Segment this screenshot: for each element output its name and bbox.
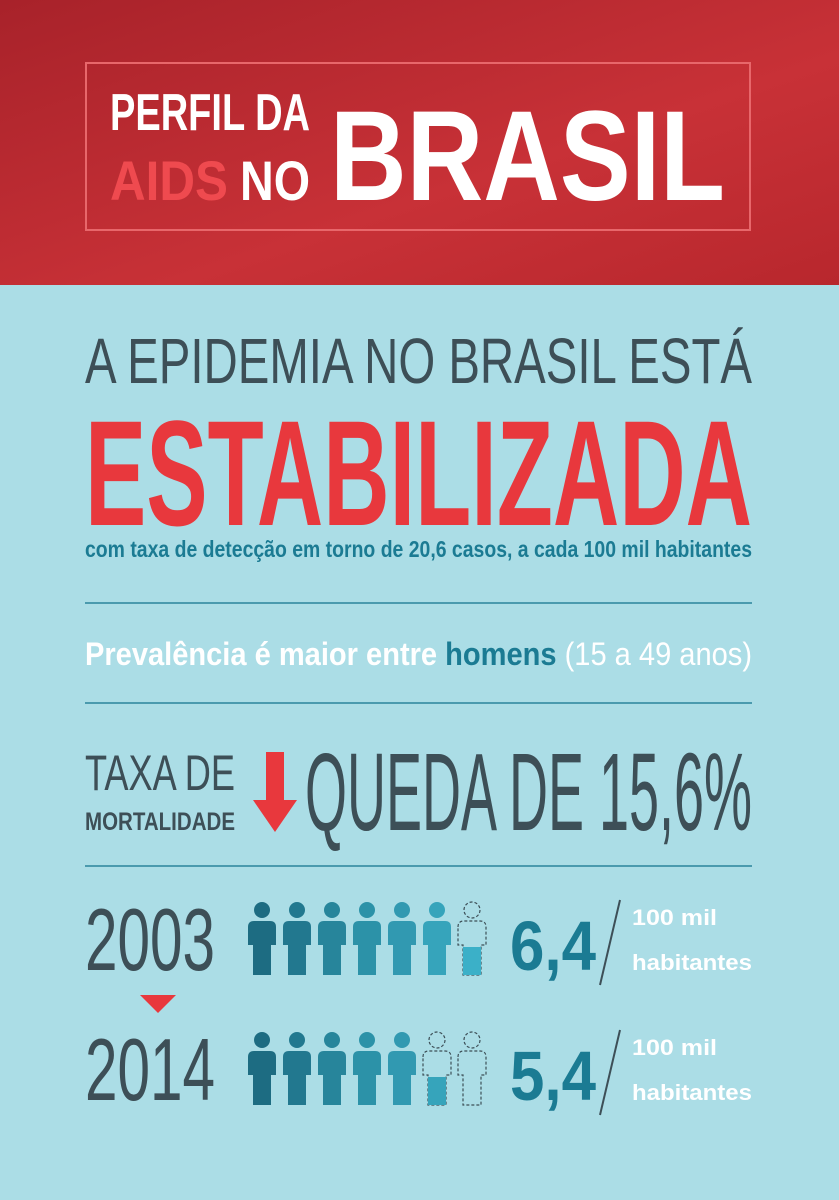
icon-head xyxy=(359,1032,375,1048)
icon-body xyxy=(353,921,381,975)
person-icon xyxy=(318,1032,346,1105)
header-line1: PERFIL DA xyxy=(110,84,310,142)
icon-fill xyxy=(353,902,381,975)
row-value: 5,4 xyxy=(510,1037,596,1115)
mortality-label2: MORTALIDADE xyxy=(85,808,235,836)
person-icon xyxy=(283,902,311,975)
person-icon xyxy=(457,901,487,976)
row-unit-bottom: habitantes xyxy=(632,950,752,975)
icon-head xyxy=(254,1032,270,1048)
icon-head xyxy=(429,902,445,918)
down-arrow xyxy=(253,752,297,832)
icon-body xyxy=(283,1051,311,1105)
icon-head xyxy=(359,902,375,918)
icon-fill xyxy=(463,947,481,975)
header-frame xyxy=(85,62,751,231)
row-value: 6,4 xyxy=(510,907,596,985)
icon-head xyxy=(254,902,270,918)
header-brasil: BRASIL xyxy=(330,85,725,228)
prevalence-highlight: homens xyxy=(445,636,556,672)
person-icon xyxy=(318,902,346,975)
row-unit-top: 100 mil xyxy=(632,905,717,930)
icon-outline xyxy=(463,1031,481,1049)
person-icon xyxy=(388,1032,416,1105)
icon-fill xyxy=(283,1032,311,1105)
icon-fill xyxy=(318,902,346,975)
icon-body xyxy=(388,1051,416,1105)
prevalence-after: (15 a 49 anos) xyxy=(557,636,752,672)
person-icon xyxy=(353,1032,381,1105)
person-icon xyxy=(388,902,416,975)
person-icon xyxy=(422,1031,452,1106)
icon-head xyxy=(394,902,410,918)
row-year: 2003 xyxy=(85,890,215,989)
headline-highlight: ESTABILIZADA xyxy=(85,389,752,557)
icon-fill xyxy=(428,1077,446,1105)
icon-head xyxy=(289,1032,305,1048)
header-band xyxy=(0,0,839,285)
icon-fill xyxy=(248,1032,276,1105)
icon-head xyxy=(394,1032,410,1048)
icon-body xyxy=(423,921,451,975)
prevalence-before: Prevalência é maior entre xyxy=(85,636,445,672)
icon-head xyxy=(289,902,305,918)
prevalence: Prevalência é maior entre homens (15 a 4… xyxy=(85,636,752,672)
headline-subtitle: com taxa de detecção em torno de 20,6 ca… xyxy=(85,536,752,562)
icon-fill xyxy=(388,1032,416,1105)
person-icon xyxy=(457,1031,487,1106)
icon-head xyxy=(324,902,340,918)
content: PERFIL DA AIDS NO BRASIL A EPIDEMIA NO BRASI… xyxy=(85,84,752,1119)
person-icon xyxy=(248,902,276,975)
icon-body xyxy=(248,921,276,975)
person-icon xyxy=(423,902,451,975)
icon-outline xyxy=(457,1050,487,1106)
icon-fill xyxy=(248,902,276,975)
icon-body xyxy=(318,921,346,975)
person-icon xyxy=(248,1032,276,1105)
row-unit-bottom: habitantes xyxy=(632,1080,752,1105)
headline-line1: A EPIDEMIA NO BRASIL ESTÁ xyxy=(85,325,752,397)
person-icon xyxy=(353,902,381,975)
icon-body xyxy=(388,921,416,975)
icon-outline xyxy=(463,901,481,919)
icon-fill xyxy=(318,1032,346,1105)
row-unit-top: 100 mil xyxy=(632,1035,717,1060)
header-no: NO xyxy=(240,149,310,212)
icon-body xyxy=(463,947,481,975)
slash xyxy=(599,899,621,986)
mortality-label1: TAXA DE xyxy=(85,745,235,801)
person-icon xyxy=(283,1032,311,1105)
icon-body xyxy=(353,1051,381,1105)
slash xyxy=(599,1029,621,1116)
icon-outline xyxy=(428,1031,446,1049)
icon-body xyxy=(318,1051,346,1105)
header-aids: AIDS xyxy=(110,149,228,212)
icon-fill xyxy=(283,902,311,975)
icon-body xyxy=(248,1051,276,1105)
icon-head xyxy=(324,1032,340,1048)
icon-body xyxy=(428,1077,446,1105)
icon-fill xyxy=(388,902,416,975)
icon-fill xyxy=(423,902,451,975)
icon-body xyxy=(283,921,311,975)
row-year: 2014 xyxy=(85,1020,215,1119)
icon-fill xyxy=(353,1032,381,1105)
connector-triangle xyxy=(140,995,176,1013)
mortality-text: QUEDA DE 15,6% xyxy=(305,731,752,854)
